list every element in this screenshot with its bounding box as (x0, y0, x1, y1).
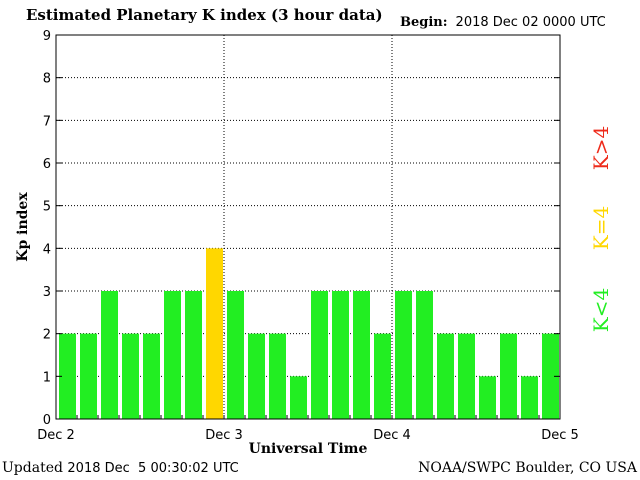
kp-bar (143, 333, 160, 419)
y-tick-label: 0 (43, 413, 51, 428)
y-axis-label: Kp index (15, 192, 31, 262)
kp-bar (395, 291, 412, 419)
credit-text: NOAA/SWPC Boulder, CO USA (418, 460, 637, 476)
grid-lines (56, 35, 560, 419)
updated-label: Updated (2, 460, 63, 476)
y-tick-label: 3 (43, 285, 51, 300)
begin-label: Begin: (400, 15, 448, 30)
kp-bar (269, 333, 286, 419)
kp-bar (206, 248, 223, 419)
legend: K<4 K=4 K>4 (589, 126, 613, 332)
x-tick-label: Dec 5 (541, 428, 579, 443)
y-tick-label: 4 (43, 242, 51, 257)
y-ticks: 0 1 2 3 4 5 6 7 8 9 (43, 29, 560, 428)
kp-bar (521, 376, 538, 419)
x-ticks: Dec 2 Dec 3 Dec 4 Dec 5 (37, 415, 579, 443)
kp-bar (290, 376, 307, 419)
kp-bar (80, 333, 97, 419)
bars (59, 248, 559, 419)
updated-value: 2018 Dec 5 00:30:02 UTC (67, 461, 239, 476)
kp-bar (227, 291, 244, 419)
chart-title: Estimated Planetary K index (3 hour data… (26, 6, 383, 24)
y-tick-label: 7 (43, 114, 51, 129)
x-tick-label: Dec 3 (205, 428, 243, 443)
y-tick-label: 6 (43, 157, 51, 172)
legend-item: K<4 (589, 288, 613, 332)
kp-bar (437, 333, 454, 419)
kp-bar (101, 291, 118, 419)
kp-bar (500, 333, 517, 419)
kp-bar (416, 291, 433, 419)
y-tick-label: 8 (43, 72, 51, 87)
kp-bar (164, 291, 181, 419)
kp-bar (122, 333, 139, 419)
kp-bar (248, 333, 265, 419)
y-tick-label: 9 (43, 29, 51, 44)
legend-item: K>4 (589, 126, 613, 170)
x-tick-label: Dec 4 (373, 428, 411, 443)
kp-bar (185, 291, 202, 419)
begin-time: Begin: 2018 Dec 02 0000 UTC (400, 15, 606, 30)
x-tick-label: Dec 2 (37, 428, 75, 443)
x-axis-label: Universal Time (249, 441, 368, 457)
kp-bar (479, 376, 496, 419)
kp-bar (332, 291, 349, 419)
y-tick-label: 1 (43, 370, 51, 385)
updated-info: Updated 2018 Dec 5 00:30:02 UTC (2, 460, 239, 476)
kp-bar (542, 333, 559, 419)
kp-bar (59, 333, 76, 419)
begin-value: 2018 Dec 02 0000 UTC (455, 15, 606, 30)
kp-bar (374, 333, 391, 419)
y-tick-label: 2 (43, 328, 51, 343)
y-tick-label: 5 (43, 200, 51, 215)
kp-bar (458, 333, 475, 419)
kp-bar (353, 291, 370, 419)
legend-item: K=4 (589, 206, 613, 250)
kp-bar (311, 291, 328, 419)
